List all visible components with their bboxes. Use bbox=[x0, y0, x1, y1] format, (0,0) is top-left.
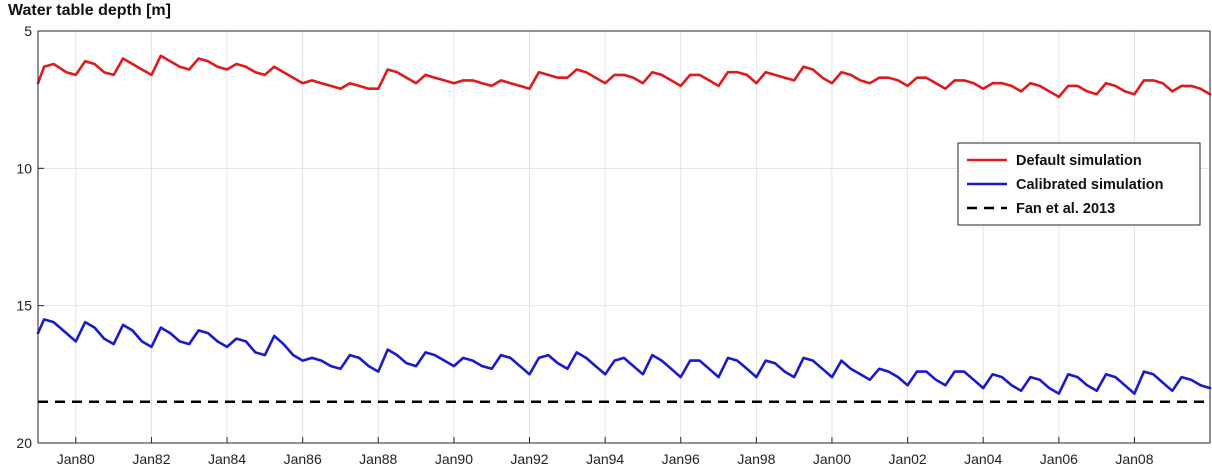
x-tick-label: Jan96 bbox=[662, 451, 700, 467]
axes: 5 10 15 20 Jan80 Jan82 Jan84 Jan86 Jan88 Jan90 Jan… bbox=[16, 23, 1153, 467]
series-line-1 bbox=[36, 318, 1212, 395]
series-layer bbox=[36, 54, 1212, 404]
x-tick-label: Jan02 bbox=[889, 451, 927, 467]
x-tick-label: Jan80 bbox=[57, 451, 95, 467]
x-tick-label: Jan00 bbox=[813, 451, 851, 467]
y-tick-label: 20 bbox=[16, 435, 32, 451]
x-tick-label: Jan98 bbox=[737, 451, 775, 467]
x-tick-label: Jan86 bbox=[284, 451, 322, 467]
series-line-0 bbox=[36, 54, 1212, 99]
x-tick-label: Jan04 bbox=[964, 451, 1002, 467]
plot-frame bbox=[37, 30, 1211, 444]
x-tick-label: Jan90 bbox=[435, 451, 473, 467]
x-tick-label: Jan08 bbox=[1115, 451, 1153, 467]
y-tick-label: 15 bbox=[16, 298, 32, 314]
legend-label: Fan et al. 2013 bbox=[1016, 201, 1115, 217]
legend-label: Calibrated simulation bbox=[1016, 177, 1163, 193]
x-tick-label: Jan84 bbox=[208, 451, 246, 467]
x-tick-label: Jan06 bbox=[1040, 451, 1078, 467]
y-tick-label: 5 bbox=[24, 23, 32, 39]
x-tick-label: Jan82 bbox=[132, 451, 170, 467]
plot-background bbox=[38, 31, 1210, 443]
legend-label: Default simulation bbox=[1016, 153, 1142, 169]
x-tick-label: Jan88 bbox=[359, 451, 397, 467]
y-tick-label: 10 bbox=[16, 160, 32, 176]
legend: Default simulation Calibrated simulation F… bbox=[957, 142, 1201, 226]
x-tick-label: Jan92 bbox=[510, 451, 548, 467]
chart-title: Water table depth [m] bbox=[8, 2, 171, 19]
x-tick-label: Jan94 bbox=[586, 451, 624, 467]
